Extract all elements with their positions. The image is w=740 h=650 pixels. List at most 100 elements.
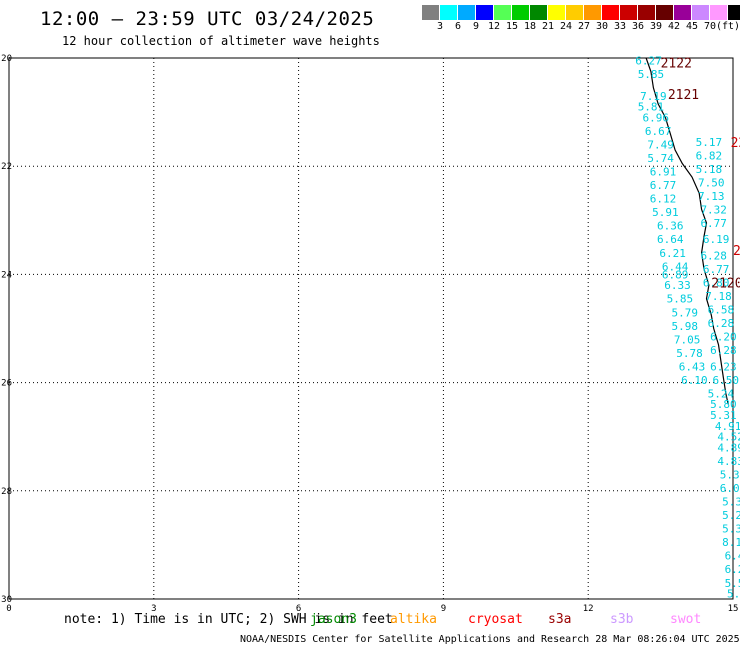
wave-height-label: 5.17 — [696, 136, 723, 149]
wave-height-label: 5.98 — [727, 588, 740, 601]
wave-height-label: 6.77 — [650, 179, 677, 192]
y-tick-label: -24 — [0, 270, 12, 280]
colorbar-swatch — [476, 5, 494, 20]
wave-height-label: 6.28 — [708, 317, 735, 330]
wave-height-label: 6.33 — [664, 279, 691, 292]
colorbar-label: 21 — [541, 21, 555, 32]
wave-height-label: 6.58 — [708, 304, 735, 317]
colorbar-swatch — [512, 5, 530, 20]
satellite-track-line — [645, 57, 729, 405]
wave-height-label: 6.12 — [650, 193, 677, 206]
wave-height-label: 5.36 — [722, 523, 740, 536]
wave-height-label: 7.50 — [698, 176, 725, 189]
wave-height-label: 5.24 — [708, 387, 735, 400]
wave-height-label: 5.36 — [720, 469, 740, 482]
colorbar-label: 3 — [436, 21, 444, 32]
wave-height-label: 6.77 — [700, 217, 727, 230]
wave-height-label: 6.44 — [662, 260, 689, 273]
wave-height-label: 6.23 — [710, 360, 737, 373]
wave-height-label: 6.28 — [700, 249, 727, 262]
wave-height-label: 7.13 — [698, 190, 725, 203]
plot-frame — [8, 57, 734, 600]
wave-height-label: 6.67 — [645, 125, 672, 138]
colorbar-swatch — [458, 5, 476, 20]
wave-height-label: 6.21 — [659, 247, 686, 260]
colorbar-swatch — [566, 5, 584, 20]
satellite-legend-item: s3a — [548, 612, 572, 627]
wave-height-label: 8.17 — [722, 536, 740, 549]
wave-height-label: 6.43 — [679, 360, 706, 373]
satellite-legend-item: cryosat — [468, 612, 523, 627]
satellite-legend-item: swot — [670, 612, 702, 627]
x-tick-label: 0 — [6, 604, 11, 614]
colorbar-label: 42 — [667, 21, 681, 32]
wave-height-label: 6.10 — [681, 374, 708, 387]
wave-height-label: 7.05 — [674, 333, 701, 346]
note-text: note: 1) Time is in UTC; 2) SWH is in fe… — [64, 612, 393, 627]
colorbar-legend — [422, 5, 740, 20]
wave-height-label: 6.28 — [710, 344, 737, 357]
colorbar-swatch — [440, 5, 458, 20]
wave-height-label: 6.22 — [725, 563, 740, 576]
colorbar-label: 70 — [703, 21, 717, 32]
colorbar-label: 30 — [595, 21, 609, 32]
wave-height-label: 6.89 — [662, 268, 689, 281]
colorbar-label: 27 — [577, 21, 591, 32]
y-tick-label: -28 — [0, 487, 12, 497]
wave-height-label: 5.57 — [725, 577, 740, 590]
wave-height-label: 5.79 — [671, 306, 698, 319]
wave-height-label: 5.85 — [638, 68, 665, 81]
colorbar-swatch — [656, 5, 674, 20]
y-tick-label: -30 — [0, 595, 12, 605]
colorbar-swatch — [674, 5, 692, 20]
wave-height-label: 4.83 — [717, 455, 740, 468]
wave-height-label: 5.85 — [667, 293, 694, 306]
wave-height-label: 7.49 — [647, 139, 674, 152]
wave-height-label: 6.50 — [713, 374, 740, 387]
colorbar-swatch — [638, 5, 656, 20]
wave-height-label: 6.36 — [657, 220, 684, 233]
colorbar-label: 45 — [685, 21, 699, 32]
wave-height-label: 7.18 — [705, 290, 732, 303]
wave-height-label: 5.80 — [710, 398, 737, 411]
satellite-legend-item: altika — [390, 612, 437, 627]
colorbar-swatch — [728, 5, 740, 20]
wave-height-label: 5.98 — [671, 320, 698, 333]
x-tick-label: 9 — [441, 604, 446, 614]
x-tick-label: 12 — [583, 604, 594, 614]
pass-time-label: 22 — [733, 244, 740, 259]
wave-height-label: 4.52 — [717, 431, 740, 444]
wave-height-label: 6.19 — [703, 233, 730, 246]
y-tick-label: -26 — [0, 379, 12, 389]
satellite-legend-item: jason3 — [310, 612, 357, 627]
wave-height-label: 5.18 — [696, 163, 723, 176]
colorbar-swatch — [422, 5, 440, 20]
pass-time-label: 2122 — [661, 56, 692, 71]
colorbar-swatch — [692, 5, 710, 20]
wave-height-label: 5.22 — [722, 509, 740, 522]
pass-time-label: 221 — [731, 136, 740, 151]
colorbar-label: 24 — [559, 21, 573, 32]
x-tick-label: 6 — [296, 604, 301, 614]
colorbar-label: 39 — [649, 21, 663, 32]
wave-height-label: 5.38 — [722, 496, 740, 509]
colorbar-swatch — [494, 5, 512, 20]
wave-height-label: 4.91 — [715, 420, 740, 433]
pass-time-label: 2121 — [668, 88, 699, 103]
wave-height-label: 6.80 — [703, 277, 730, 290]
wave-height-label: 6.77 — [703, 263, 730, 276]
colorbar-label: 33 — [613, 21, 627, 32]
wave-height-label: 6.82 — [696, 149, 723, 162]
colorbar-swatch — [530, 5, 548, 20]
footer-credit: NOAA/NESDIS Center for Satellite Applica… — [240, 634, 740, 645]
colorbar-label: (ft) — [715, 21, 740, 32]
wave-height-label: 6.96 — [643, 112, 670, 125]
page-title: 12:00 — 23:59 UTC 03/24/2025 — [40, 8, 375, 30]
colorbar-label: 6 — [454, 21, 462, 32]
wave-height-label: 5.74 — [647, 152, 674, 165]
colorbar-swatch — [620, 5, 638, 20]
colorbar-label: 9 — [472, 21, 480, 32]
wave-height-label: 7.19 — [640, 90, 667, 103]
wave-height-label: 4.89 — [717, 442, 740, 455]
